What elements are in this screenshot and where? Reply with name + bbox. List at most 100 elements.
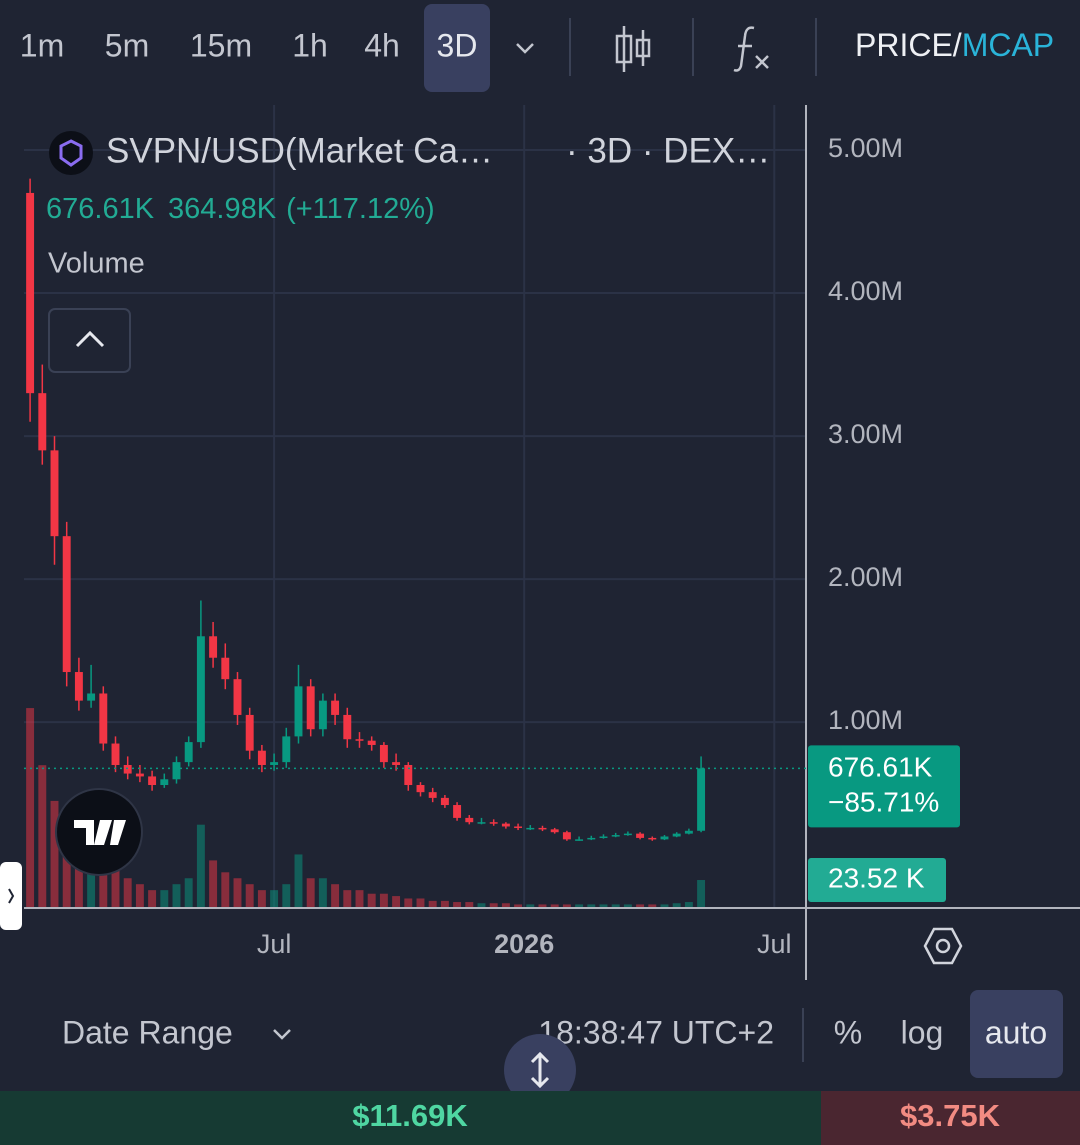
interval-1m[interactable]: 1m [20, 27, 64, 63]
volume-bar [123, 878, 132, 908]
candle-body [672, 833, 681, 837]
settings-button[interactable] [923, 927, 963, 965]
interval-15m[interactable]: 15m [190, 27, 252, 63]
candle-body [209, 636, 218, 658]
volume-bar [160, 890, 169, 908]
candle-body [550, 829, 559, 833]
volume-bar [74, 836, 83, 908]
candle-body [245, 714, 254, 751]
price-label: PRICE/ [855, 27, 962, 63]
candle-body [648, 837, 657, 840]
sells-bar [821, 1091, 1080, 1145]
candle-body [587, 837, 596, 840]
collapse-icon [75, 330, 105, 348]
side-tab-icon [8, 888, 15, 904]
percent-button[interactable]: % [834, 1014, 862, 1050]
candle-body [367, 740, 376, 745]
interval-3d[interactable]: 3D [437, 27, 478, 63]
volume-bar [562, 904, 571, 908]
log-button[interactable]: log [901, 1014, 944, 1050]
y-tick-label: 1.00M [828, 705, 903, 735]
candle-body [684, 830, 693, 834]
candle-body [99, 693, 108, 744]
candle-body [343, 714, 352, 740]
candle-body [270, 762, 279, 765]
candle-body [392, 762, 401, 765]
volume-bar [501, 903, 510, 908]
change: 364.98K [168, 193, 277, 225]
auto-button[interactable]: auto [985, 1014, 1047, 1050]
candle-body [477, 822, 486, 824]
volume-bar [623, 904, 632, 908]
symbol-meta: · 3D · DEX… [566, 131, 770, 170]
symbol: SVPN/USD(Market Ca… [106, 131, 493, 170]
volume-bar [379, 893, 388, 908]
volume-bar [538, 904, 547, 908]
volume-bar [453, 902, 462, 908]
candle-body [599, 836, 608, 838]
candle-body [562, 832, 571, 840]
volume-bar [575, 904, 584, 908]
legend-values: 676.61K 364.98K (+117.12%) [46, 193, 435, 225]
volume-bar [514, 904, 523, 908]
volume-bar [135, 884, 144, 908]
volume-bar [294, 854, 303, 908]
y-tick-label: 2.00M [828, 562, 903, 592]
interval-5m[interactable]: 5m [105, 27, 149, 63]
grid [24, 105, 806, 908]
interval-dropdown[interactable] [516, 43, 534, 54]
candle-body [660, 836, 669, 840]
date-range[interactable]: Date Range [62, 1014, 233, 1050]
volume-bar [87, 848, 96, 908]
collapse-button[interactable] [48, 308, 131, 373]
token-icon-shield [59, 139, 83, 167]
volume-bar [233, 878, 242, 908]
candle-body [623, 833, 632, 836]
candle-body [575, 839, 584, 841]
candle-body [538, 827, 547, 830]
candle-body [453, 805, 462, 818]
volume-bar [611, 904, 620, 908]
y-tick-label: 3.00M [828, 419, 903, 449]
candle-body [50, 450, 59, 537]
side-panel-tab[interactable] [0, 862, 22, 930]
candle-body [74, 672, 83, 701]
volume-tag-label: 23.52 K [828, 862, 925, 893]
sells-value: $3.75K [900, 1098, 1001, 1133]
volume-bar [599, 904, 608, 908]
volume-bar [587, 904, 596, 908]
indicators-button[interactable] [733, 26, 769, 72]
last-value: 676.61K [46, 193, 155, 225]
candle-body [404, 764, 413, 786]
candle-body [160, 779, 169, 786]
volume-bar [440, 900, 449, 908]
chart-type-button[interactable] [615, 26, 651, 72]
price-mcap-toggle[interactable]: PRICE/MCAP [855, 27, 1054, 63]
volume-bar [489, 903, 498, 908]
candle-body [306, 686, 315, 730]
volume-bar [526, 904, 535, 908]
last-price-label: 676.61K [828, 752, 933, 783]
volume-legend: Volume [48, 248, 145, 280]
candle-body [26, 192, 35, 394]
volume-bar [172, 884, 181, 908]
date-range-chevron [273, 1029, 291, 1040]
interval-1h[interactable]: 1h [292, 27, 328, 63]
candle-body [440, 797, 449, 806]
candle-body [257, 750, 266, 765]
candle-body [379, 744, 388, 763]
volume-bar [50, 800, 59, 908]
volume-bar [404, 898, 413, 908]
volume-bar [257, 890, 266, 908]
candle-body [282, 736, 291, 763]
logo-mark [74, 820, 126, 845]
candle-body [148, 776, 157, 786]
volume-bar [697, 880, 706, 908]
interval-4h[interactable]: 4h [364, 27, 400, 63]
settings-icon [935, 938, 951, 954]
candle-body [62, 536, 71, 673]
token-icon [49, 131, 93, 175]
candle-body [355, 739, 364, 741]
